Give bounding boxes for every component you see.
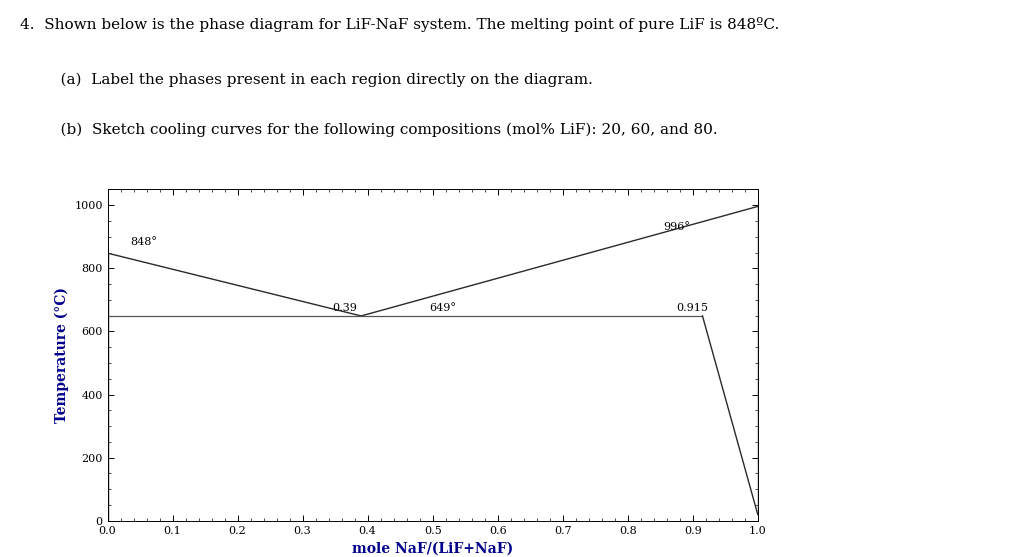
- Text: 0.39: 0.39: [332, 303, 356, 313]
- X-axis label: mole NaF/(LiF+NaF): mole NaF/(LiF+NaF): [352, 541, 513, 555]
- Text: 4.  Shown below is the phase diagram for LiF-NaF system. The melting point of pu: 4. Shown below is the phase diagram for …: [20, 17, 779, 32]
- Text: 848°: 848°: [130, 237, 157, 247]
- Y-axis label: Temperature (°C): Temperature (°C): [54, 287, 69, 423]
- Text: 996°: 996°: [664, 222, 690, 232]
- Text: 0.915: 0.915: [677, 303, 709, 313]
- Text: 649°: 649°: [429, 303, 457, 313]
- Text: (b)  Sketch cooling curves for the following compositions (mol% LiF): 20, 60, an: (b) Sketch cooling curves for the follow…: [41, 123, 718, 137]
- Text: (a)  Label the phases present in each region directly on the diagram.: (a) Label the phases present in each reg…: [41, 72, 593, 87]
